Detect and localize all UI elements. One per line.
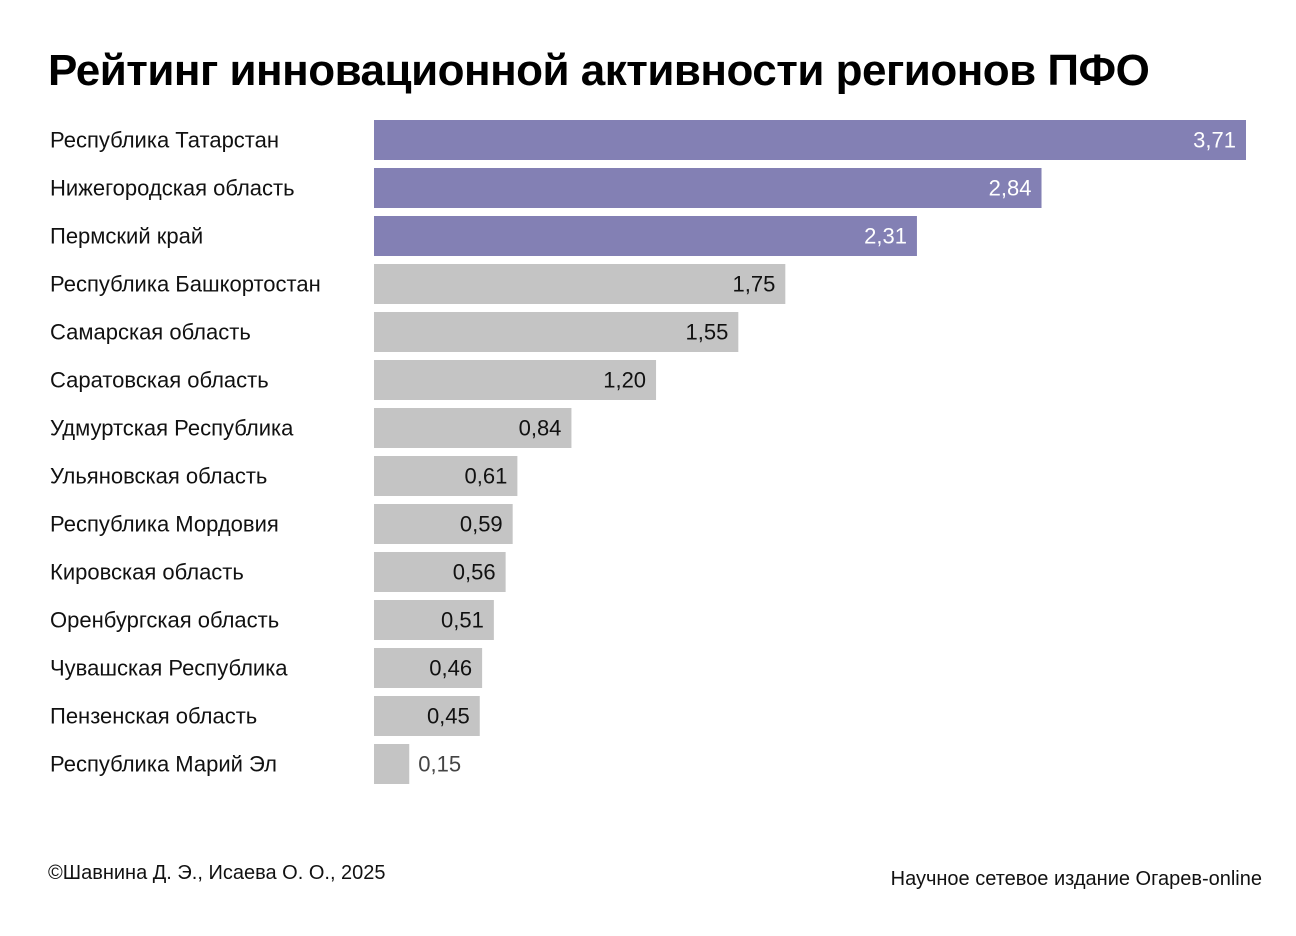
value-label: 0,56 xyxy=(453,560,496,585)
value-label: 0,61 xyxy=(465,464,508,489)
value-label: 0,15 xyxy=(418,752,461,777)
bar xyxy=(374,168,1042,208)
category-label: Пензенская область xyxy=(50,704,257,729)
value-label: 1,20 xyxy=(603,368,646,393)
value-label: 0,46 xyxy=(429,656,472,681)
value-label: 0,51 xyxy=(441,608,484,633)
category-label: Чувашская Республика xyxy=(50,656,288,681)
category-label: Саратовская область xyxy=(50,368,269,393)
category-label: Республика Мордовия xyxy=(50,512,279,537)
bar xyxy=(374,120,1246,160)
value-label: 2,84 xyxy=(989,176,1032,201)
category-label: Кировская область xyxy=(50,560,244,585)
bar xyxy=(374,744,410,784)
category-label: Удмуртская Республика xyxy=(50,416,294,441)
value-label: 0,84 xyxy=(519,416,562,441)
bar xyxy=(374,696,480,736)
bar xyxy=(374,504,513,544)
bar xyxy=(374,648,483,688)
category-label: Ульяновская область xyxy=(50,464,267,489)
value-label: 0,45 xyxy=(427,704,470,729)
value-label: 0,59 xyxy=(460,512,503,537)
bar xyxy=(374,408,572,448)
category-label: Нижегородская область xyxy=(50,176,295,201)
copyright-text: ©Шавнина Д. Э., Исаева О. О., 2025 xyxy=(48,862,386,884)
value-label: 1,55 xyxy=(685,320,728,345)
bar xyxy=(374,360,657,400)
bar xyxy=(374,600,494,640)
chart-title: Рейтинг инновационной активности регионо… xyxy=(48,46,1150,95)
category-label: Самарская область xyxy=(50,320,251,345)
bar xyxy=(374,456,518,496)
bar xyxy=(374,312,739,352)
category-label: Республика Марий Эл xyxy=(50,752,277,777)
bar xyxy=(374,552,506,592)
bar xyxy=(374,216,917,256)
bar xyxy=(374,264,786,304)
category-label: Республика Башкортостан xyxy=(50,272,321,297)
value-label: 1,75 xyxy=(732,272,775,297)
value-label: 3,71 xyxy=(1193,128,1236,153)
publisher-text: Научное сетевое издание Огарев-online xyxy=(890,868,1262,890)
category-label: Республика Татарстан xyxy=(50,128,279,153)
value-label: 2,31 xyxy=(864,224,907,249)
category-label: Оренбургская область xyxy=(50,608,279,633)
category-label: Пермский край xyxy=(50,224,203,249)
